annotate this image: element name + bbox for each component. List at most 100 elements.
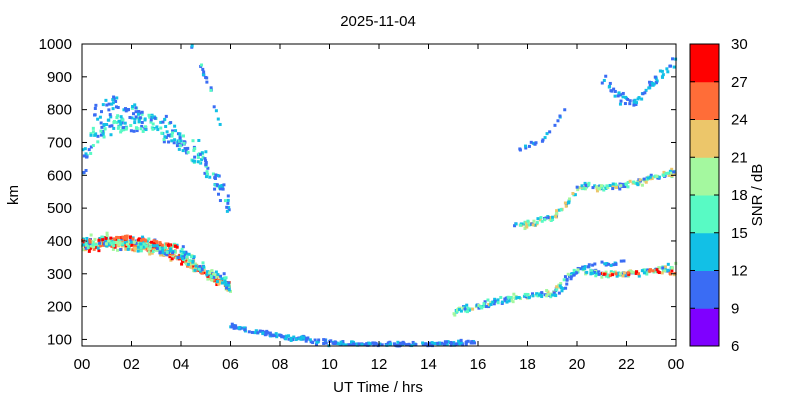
echo-point — [146, 243, 150, 247]
echo-point — [658, 69, 662, 73]
echo-point — [302, 336, 306, 340]
echo-point — [662, 174, 666, 178]
echo-point — [535, 221, 539, 225]
x-tick-label: 16 — [470, 356, 487, 373]
echo-point — [212, 276, 216, 280]
echo-point — [98, 115, 102, 119]
echo-point — [220, 184, 224, 188]
echo-point — [108, 124, 112, 128]
echo-point — [222, 272, 226, 276]
echo-point — [563, 108, 567, 112]
echo-point — [335, 342, 339, 346]
echo-point — [196, 160, 200, 164]
colorbar-tick-label: 30 — [731, 36, 748, 53]
echo-point — [146, 241, 150, 245]
echo-point — [628, 99, 632, 103]
echo-point — [489, 301, 493, 305]
x-tick-label: 08 — [272, 356, 289, 373]
echo-point — [524, 144, 528, 148]
echo-point — [430, 343, 434, 347]
echo-point — [225, 286, 229, 290]
echo-point — [338, 342, 342, 346]
echo-point — [140, 121, 144, 125]
echo-point — [141, 129, 145, 133]
echo-point — [137, 118, 141, 122]
echo-point — [555, 285, 559, 289]
echo-point — [118, 243, 122, 247]
echo-point — [482, 302, 486, 306]
echo-point — [621, 184, 625, 188]
echo-point — [648, 177, 652, 181]
echo-point — [623, 273, 627, 277]
echo-point — [640, 183, 644, 187]
echo-point — [158, 247, 162, 251]
echo-point — [208, 271, 212, 275]
echo-point — [551, 215, 555, 219]
echo-point — [165, 130, 169, 134]
x-tick-label: 04 — [173, 356, 190, 373]
echo-point — [139, 240, 143, 244]
echo-point — [618, 182, 622, 186]
echo-point — [102, 123, 106, 127]
echo-point — [626, 180, 630, 184]
x-tick-label: 12 — [371, 356, 388, 373]
colorbar-tick-label: 24 — [731, 112, 748, 129]
echo-point — [157, 243, 161, 247]
echo-point — [112, 120, 116, 124]
x-tick-label: 18 — [519, 356, 536, 373]
echo-point — [137, 109, 141, 113]
echo-point — [161, 120, 165, 124]
echo-point — [189, 255, 193, 259]
echo-point — [191, 259, 195, 263]
echo-point — [491, 300, 495, 304]
echo-point — [261, 329, 265, 333]
echo-point — [86, 243, 90, 247]
echo-point — [301, 337, 305, 341]
echo-point — [411, 340, 415, 344]
echo-point — [568, 197, 572, 201]
colorbar-tick-label: 27 — [731, 74, 748, 91]
echo-point — [131, 105, 135, 109]
echo-point — [261, 331, 265, 335]
colorbar: 6 9 12 15 18 21 24 27 30 — [689, 36, 748, 355]
echo-point — [193, 268, 197, 272]
echo-point — [323, 338, 327, 342]
echo-point — [104, 236, 108, 240]
echo-point — [621, 95, 625, 99]
echo-point — [506, 295, 510, 299]
echo-point — [655, 174, 659, 178]
echo-point — [198, 264, 202, 268]
x-tick-label: 00 — [668, 356, 685, 373]
echo-point — [304, 339, 308, 343]
echo-point — [600, 275, 604, 279]
echo-point — [630, 270, 634, 274]
echo-point — [492, 302, 496, 306]
echo-point — [121, 242, 125, 246]
echo-point — [119, 115, 123, 119]
echo-point — [178, 132, 182, 136]
echo-point — [313, 338, 317, 342]
echo-point — [105, 103, 109, 107]
echo-point — [604, 74, 608, 78]
echo-point — [524, 146, 528, 150]
echo-point — [455, 309, 459, 313]
echo-point — [160, 243, 164, 247]
echo-point — [82, 243, 86, 247]
echo-point — [206, 166, 210, 170]
echo-point — [584, 183, 588, 187]
echo-point — [589, 272, 593, 276]
echo-point — [186, 146, 190, 150]
echo-point — [204, 159, 208, 163]
echo-point — [489, 303, 493, 307]
echo-point — [161, 249, 165, 253]
echo-point — [402, 341, 406, 345]
echo-point — [101, 240, 105, 244]
echo-point — [125, 234, 129, 238]
echo-point — [449, 343, 453, 347]
x-tick-label: 10 — [321, 356, 338, 373]
echo-point — [387, 341, 391, 345]
echo-point — [637, 274, 641, 278]
echo-point — [130, 116, 134, 120]
echo-point — [256, 331, 260, 335]
echo-point — [367, 341, 371, 345]
